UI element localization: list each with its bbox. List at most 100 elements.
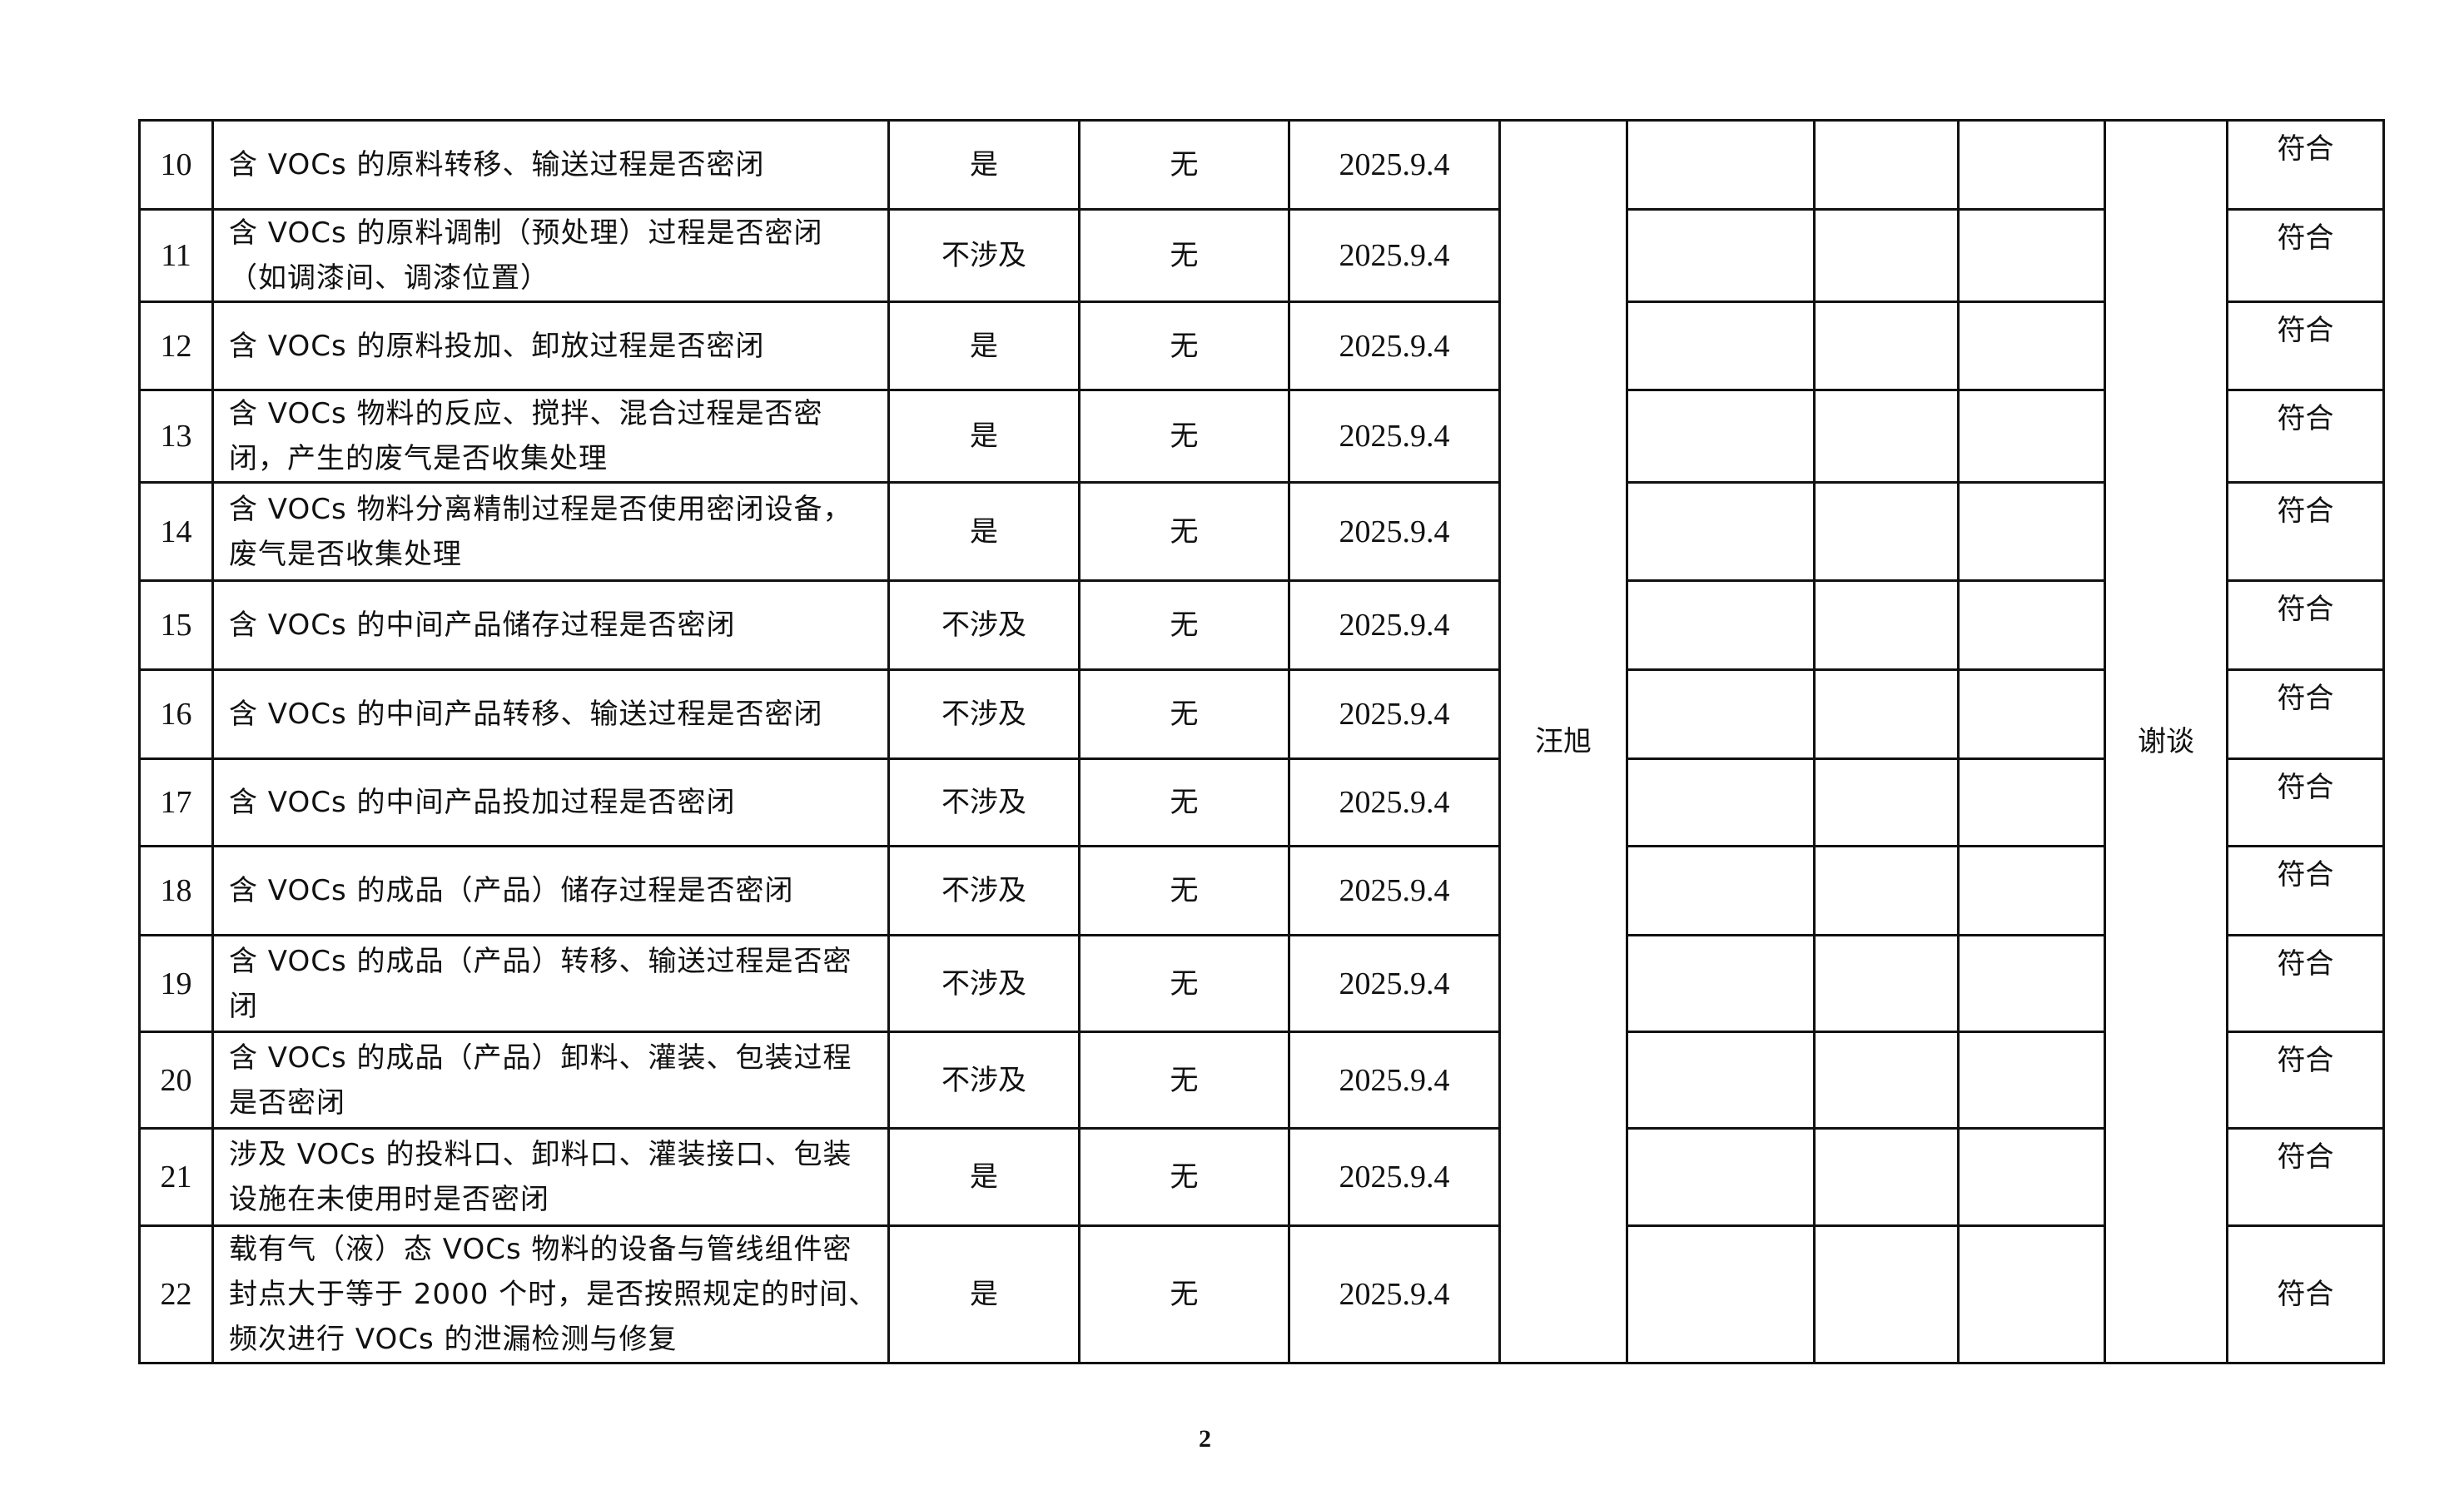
- blank-cell: [1626, 481, 1816, 582]
- table-row: 13 含 VOCs 物料的反应、搅拌、混合过程是否密闭，产生的废气是否收集处理是无…: [138, 389, 2385, 484]
- check-item: 含 VOCs 物料分离精制过程是否使用密闭设备，废气是否收集处理: [211, 481, 890, 582]
- table-row: 22 载有气（液）态 VOCs 物料的设备与管线组件密封点大于等于 2000 个时…: [138, 1224, 2385, 1364]
- blank-cell: [1957, 389, 2106, 484]
- row-number: 15: [138, 579, 214, 671]
- blank-cell: [1626, 757, 1816, 847]
- check-item: 含 VOCs 的中间产品储存过程是否密闭: [211, 579, 890, 671]
- result-cell: 符合: [2226, 579, 2385, 671]
- issue-cell: 无: [1078, 1031, 1290, 1130]
- blank-cell: [1626, 208, 1816, 303]
- blank-cell: [1957, 1224, 2106, 1364]
- issue-cell: 无: [1078, 300, 1290, 391]
- blank-cell: [1957, 579, 2106, 671]
- row-number: 18: [138, 845, 214, 936]
- result-cell: 符合: [2226, 1127, 2385, 1227]
- date-cell: 2025.9.4: [1288, 208, 1501, 303]
- blank-cell: [1957, 934, 2106, 1033]
- blank-cell: [1626, 845, 1816, 936]
- table-row: 14 含 VOCs 物料分离精制过程是否使用密闭设备，废气是否收集处理是无 2025…: [138, 481, 2385, 582]
- date-cell: 2025.9.4: [1288, 300, 1501, 391]
- date-cell: 2025.9.4: [1288, 389, 1501, 484]
- date-cell: 2025.9.4: [1288, 1127, 1501, 1227]
- blank-cell: [1813, 119, 1960, 211]
- page-number: 2: [1199, 1425, 1211, 1453]
- result-cell: 符合: [2226, 668, 2385, 760]
- date-cell: 2025.9.4: [1288, 1031, 1501, 1130]
- blank-cell: [1813, 300, 1960, 391]
- check-item: 载有气（液）态 VOCs 物料的设备与管线组件密封点大于等于 2000 个时，是…: [211, 1224, 890, 1364]
- issue-cell: 无: [1078, 934, 1290, 1033]
- row-number: 17: [138, 757, 214, 847]
- status-cell: 是: [887, 1127, 1080, 1227]
- blank-cell: [1626, 1127, 1816, 1227]
- blank-cell: [1957, 208, 2106, 303]
- date-cell: 2025.9.4: [1288, 481, 1501, 582]
- status-cell: 不涉及: [887, 757, 1080, 847]
- method-cell: 谢谈: [2104, 119, 2228, 1364]
- blank-cell: [1813, 1031, 1960, 1130]
- blank-cell: [1813, 668, 1960, 760]
- date-cell: 2025.9.4: [1288, 934, 1501, 1033]
- result-cell: 符合: [2226, 1224, 2385, 1364]
- row-number: 11: [138, 208, 214, 303]
- table-row: 19 含 VOCs 的成品（产品）转移、输送过程是否密闭 不涉及无 2025.9.4 符…: [138, 934, 2385, 1033]
- issue-cell: 无: [1078, 757, 1290, 847]
- issue-cell: 无: [1078, 481, 1290, 582]
- status-cell: 不涉及: [887, 668, 1080, 760]
- blank-cell: [1957, 845, 2106, 936]
- row-number: 10: [138, 119, 214, 211]
- table-row: 20 含 VOCs 的成品（产品）卸料、灌装、包装过程是否密闭 不涉及无 2025.9…: [138, 1031, 2385, 1130]
- blank-cell: [1813, 1127, 1960, 1227]
- check-item: 含 VOCs 的中间产品转移、输送过程是否密闭: [211, 668, 890, 760]
- issue-cell: 无: [1078, 119, 1290, 211]
- table-row: 16 含 VOCs 的中间产品转移、输送过程是否密闭 不涉及无 2025.9.4 符合: [138, 668, 2385, 760]
- date-cell: 2025.9.4: [1288, 119, 1501, 211]
- row-number: 21: [138, 1127, 214, 1227]
- row-number: 19: [138, 934, 214, 1033]
- issue-cell: 无: [1078, 389, 1290, 484]
- table-row: 11 含 VOCs 的原料调制（预处理）过程是否密闭（如调漆间、调漆位置） 不涉及无…: [138, 208, 2385, 303]
- check-item: 涉及 VOCs 的投料口、卸料口、灌装接口、包装设施在未使用时是否密闭: [211, 1127, 890, 1227]
- table-row: 15 含 VOCs 的中间产品储存过程是否密闭 不涉及无 2025.9.4 符合: [138, 579, 2385, 671]
- blank-cell: [1957, 119, 2106, 211]
- result-cell: 符合: [2226, 757, 2385, 847]
- date-cell: 2025.9.4: [1288, 579, 1501, 671]
- status-cell: 不涉及: [887, 845, 1080, 936]
- result-cell: 符合: [2226, 845, 2385, 936]
- table-row: 10 含 VOCs 的原料转移、输送过程是否密闭是无 2025.9.4 汪旭 谢谈 符合: [138, 119, 2385, 1364]
- issue-cell: 无: [1078, 1224, 1290, 1364]
- status-cell: 不涉及: [887, 934, 1080, 1033]
- blank-cell: [1626, 389, 1816, 484]
- result-cell: 符合: [2226, 934, 2385, 1033]
- blank-cell: [1813, 389, 1960, 484]
- blank-cell: [1626, 1224, 1816, 1364]
- inspector-cell: 汪旭: [1498, 119, 1628, 1364]
- check-item: 含 VOCs 的原料转移、输送过程是否密闭: [211, 119, 890, 211]
- blank-cell: [1813, 845, 1960, 936]
- date-cell: 2025.9.4: [1288, 757, 1501, 847]
- check-item: 含 VOCs 的成品（产品）转移、输送过程是否密闭: [211, 934, 890, 1033]
- row-number: 12: [138, 300, 214, 391]
- row-number: 16: [138, 668, 214, 760]
- issue-cell: 无: [1078, 1127, 1290, 1227]
- blank-cell: [1813, 481, 1960, 582]
- row-number: 13: [138, 389, 214, 484]
- blank-cell: [1813, 208, 1960, 303]
- status-cell: 是: [887, 300, 1080, 391]
- issue-cell: 无: [1078, 845, 1290, 936]
- status-cell: 是: [887, 481, 1080, 582]
- result-cell: 符合: [2226, 1031, 2385, 1130]
- issue-cell: 无: [1078, 668, 1290, 760]
- table-row: 12 含 VOCs 的原料投加、卸放过程是否密闭是无 2025.9.4 符合: [138, 300, 2385, 391]
- status-cell: 不涉及: [887, 1031, 1080, 1130]
- blank-cell: [1957, 757, 2106, 847]
- blank-cell: [1626, 579, 1816, 671]
- check-item: 含 VOCs 的成品（产品）卸料、灌装、包装过程是否密闭: [211, 1031, 890, 1130]
- status-cell: 是: [887, 389, 1080, 484]
- blank-cell: [1626, 119, 1816, 211]
- blank-cell: [1957, 300, 2106, 391]
- blank-cell: [1626, 1031, 1816, 1130]
- status-cell: 是: [887, 1224, 1080, 1364]
- result-cell: 符合: [2226, 119, 2385, 211]
- blank-cell: [1813, 1224, 1960, 1364]
